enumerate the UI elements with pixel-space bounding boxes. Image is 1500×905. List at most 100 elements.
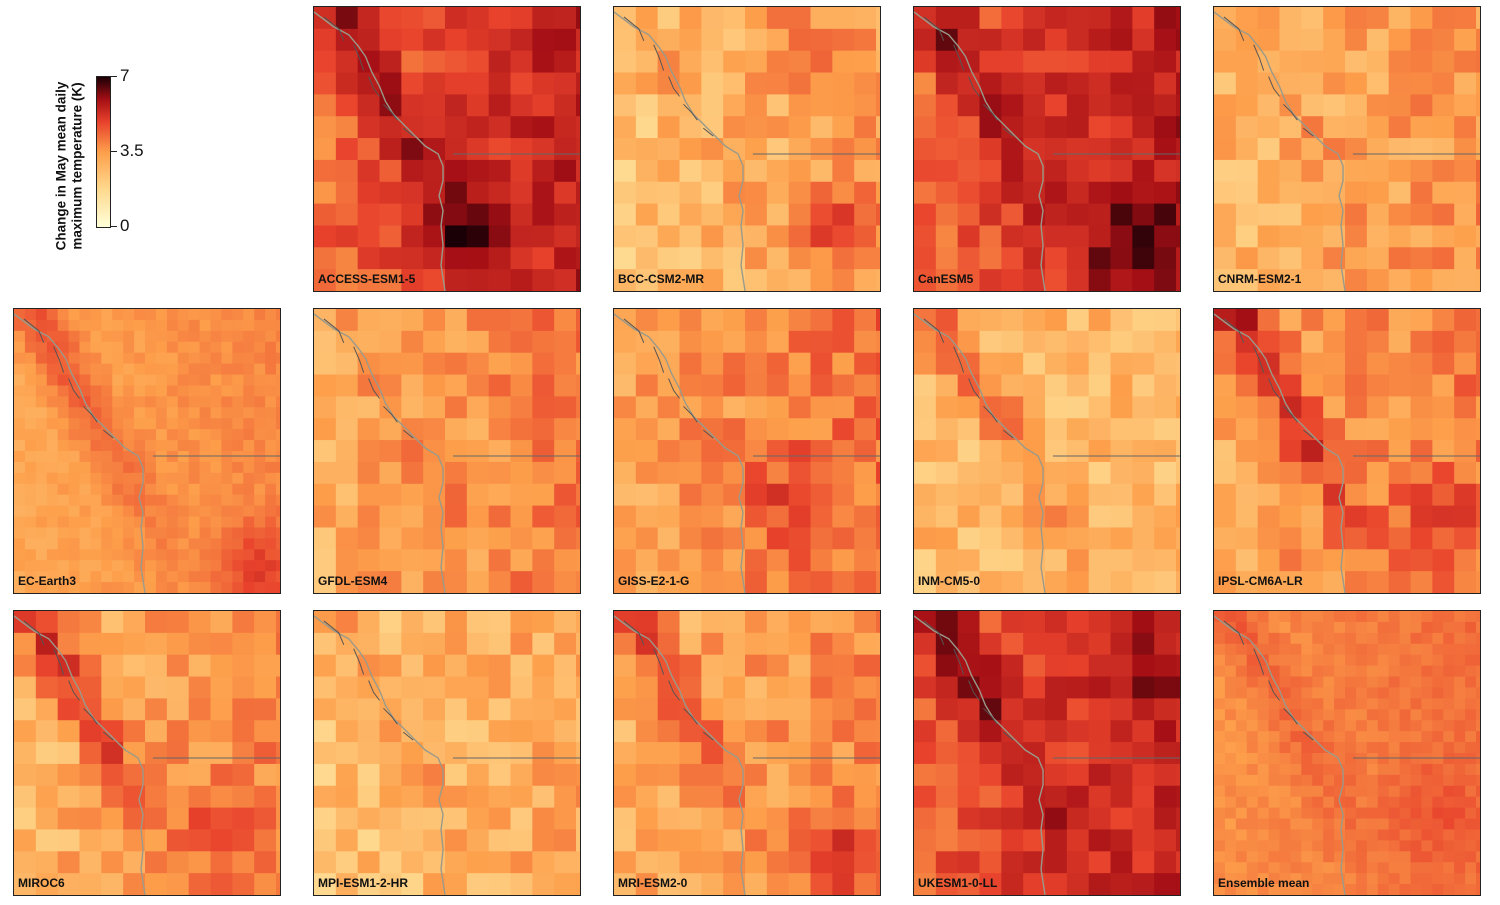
grid-cell [1110,50,1133,74]
grid-cell [335,269,359,291]
grid-cell [979,181,1002,205]
grid-cell [57,538,70,550]
grid-cell [145,429,157,441]
grid-cell [1132,203,1155,226]
grid-cell [1476,203,1480,226]
grid-cell [1045,72,1068,95]
grid-cell [199,483,212,496]
grid-cell [79,483,91,496]
map-panel-giss-e2-1-g: GISS-E2-1-G [613,308,881,594]
grid-cell [155,374,168,386]
grid-cell [166,461,179,474]
grid-cell [979,28,1002,52]
grid-cell [314,418,337,441]
grid-cell [1279,330,1302,354]
grid-cell [810,505,833,528]
grid-cell [1023,440,1046,463]
grid-cell [854,181,877,205]
grid-cell [1301,818,1313,830]
grid-cell [532,418,555,441]
grid-cell [423,374,446,397]
grid-cell [1312,807,1324,820]
grid-cell [510,611,533,634]
grid-cell [112,472,124,485]
grid-cell [134,385,146,397]
grid-cell [914,720,937,743]
map-panel-mpi-esm1-2-hr: MPI-ESM1-2-HR [313,610,581,896]
grid-cell [101,385,113,397]
grid-cell [701,873,724,895]
grid-cell [357,654,381,678]
grid-cell [1388,840,1401,852]
grid-cell [1176,203,1180,226]
grid-cell [957,654,981,678]
grid-cell [1257,873,1270,885]
grid-cell [1465,632,1477,645]
grid-cell [145,571,157,583]
grid-cell [1001,632,1024,656]
grid-cell [1279,709,1291,721]
grid-cell [1377,796,1390,809]
grid-cell [1399,862,1412,874]
grid-cell [423,269,446,291]
grid-cell [935,50,959,74]
grid-cell [1301,374,1324,397]
grid-cell [1476,309,1480,332]
grid-cell [832,851,855,874]
grid-cell [46,527,59,539]
grid-cell [1001,785,1024,809]
grid-cell [935,440,959,463]
grid-cell [876,440,880,463]
grid-cell [1257,483,1281,507]
grid-cell [1268,851,1281,863]
grid-cell [979,851,1002,874]
grid-cell [532,763,555,787]
grid-cell [1366,687,1379,699]
grid-cell [957,440,981,463]
grid-cell [199,396,212,408]
grid-cell [745,829,768,852]
grid-cell [265,319,277,332]
grid-cell [401,116,424,139]
grid-cell [1088,505,1112,528]
grid-cell [1154,698,1177,721]
grid-cell [1235,763,1248,776]
grid-cell [1301,116,1324,139]
grid-cell [1388,742,1401,754]
grid-cell [423,352,446,376]
grid-cell [510,352,533,376]
grid-cell [979,763,1002,787]
grid-cell [854,742,877,765]
grid-cell [935,483,959,507]
grid-cell [810,654,833,678]
grid-cell [1323,742,1335,754]
grid-cell [510,418,533,441]
grid-cell [788,418,812,441]
grid-cell [46,538,59,550]
grid-cell [832,698,855,721]
grid-cell [466,742,490,765]
grid-cell [1312,687,1324,699]
grid-cell [357,676,381,699]
grid-cell [745,483,768,507]
grid-cell [1476,763,1480,776]
grid-cell [1454,709,1466,721]
grid-cell [1279,225,1302,248]
grid-cell [1001,72,1024,95]
grid-cell [1334,665,1346,678]
grid-cell [232,374,244,386]
grid-cell [1110,742,1133,765]
coastline [1214,11,1346,291]
grid-cell [134,571,146,583]
grid-cell [957,269,981,291]
grid-cell [1132,352,1155,376]
island-coastline [623,620,714,741]
grid-cell [1345,505,1368,528]
grid-cell [68,571,81,583]
grid-cell [357,807,381,830]
grid-cell [1432,440,1455,463]
grid-cell [1323,330,1346,354]
grid-cell [1279,720,1291,732]
grid-cell [1110,571,1133,593]
grid-cell [123,472,135,485]
